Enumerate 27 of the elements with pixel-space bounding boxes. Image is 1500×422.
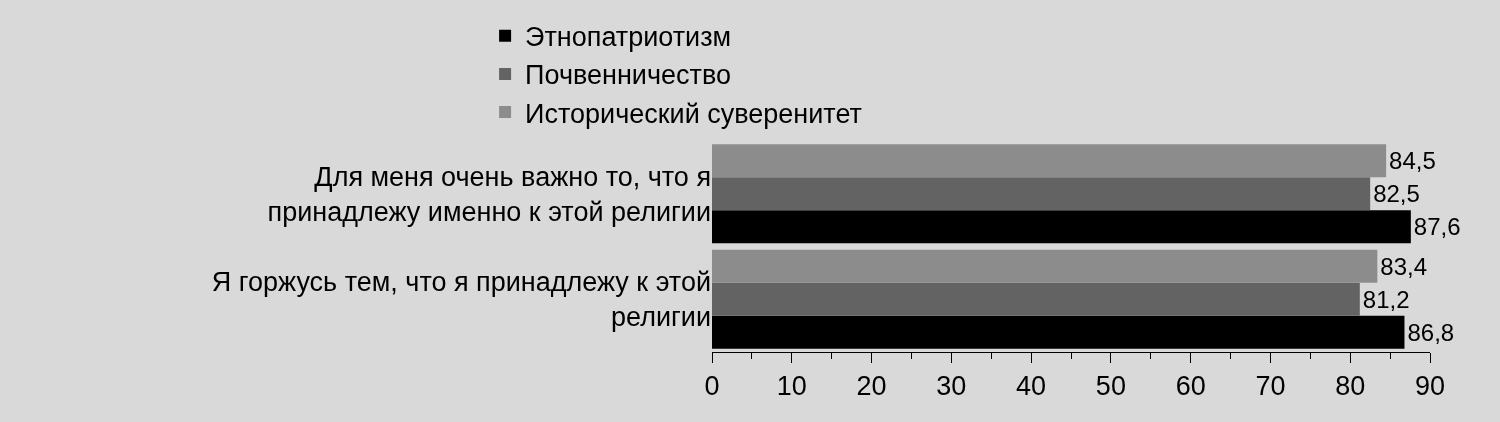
x-tick-label: 0 — [704, 371, 720, 402]
x-tick-label: 50 — [1095, 371, 1126, 402]
bar — [712, 210, 1411, 244]
data-label: 87,6 — [1413, 213, 1461, 241]
data-label: 86,8 — [1407, 318, 1455, 346]
x-tick-label: 40 — [1016, 371, 1047, 402]
legend-label: Почвенничество — [525, 60, 731, 91]
y-tick-label: Для меня очень важно то, что я принадлежу именно к этой религии — [267, 161, 711, 227]
bar — [712, 282, 1360, 316]
bar — [712, 249, 1378, 283]
legend-label: Исторический суверенитет — [525, 98, 862, 129]
y-tick-label: Я горжусь тем, что я принадлежу к этой религии — [211, 267, 711, 333]
x-tick-label: 30 — [936, 371, 967, 402]
bar — [712, 177, 1371, 211]
bar — [712, 144, 1387, 178]
bar — [712, 315, 1405, 349]
legend-label: Этнопатриотизм — [525, 22, 732, 53]
data-label: 82,5 — [1373, 180, 1420, 208]
x-tick-label: 90 — [1414, 371, 1446, 402]
x-tick-label: 80 — [1335, 371, 1366, 402]
x-tick-label: 70 — [1255, 371, 1286, 402]
data-label: 81,2 — [1362, 285, 1410, 313]
x-tick-label: 60 — [1175, 371, 1206, 402]
data-label: 83,4 — [1380, 252, 1428, 280]
data-label: 84,5 — [1389, 147, 1436, 175]
x-tick-label: 20 — [856, 371, 887, 402]
x-tick-label: 10 — [776, 371, 807, 402]
